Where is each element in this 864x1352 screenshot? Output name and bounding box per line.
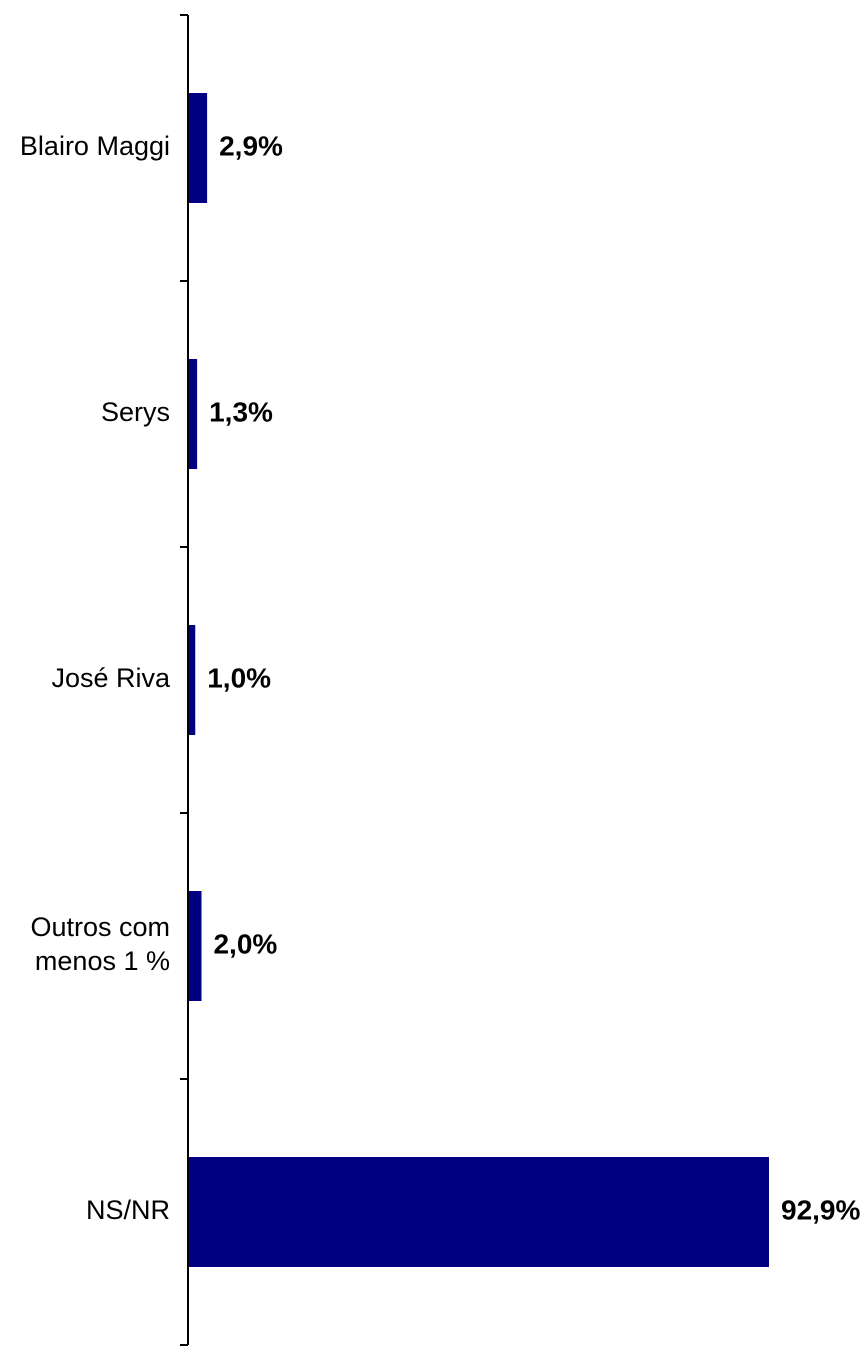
- category-label: José Riva: [51, 663, 171, 693]
- category-label-line: Outros com: [30, 912, 170, 942]
- category-label: NS/NR: [86, 1195, 170, 1225]
- bar: [189, 625, 196, 735]
- category-label: Serys: [101, 397, 170, 427]
- value-label: 92,9%: [781, 1194, 860, 1225]
- value-label: 1,3%: [209, 396, 273, 427]
- value-label: 2,9%: [219, 130, 283, 161]
- category-label-line: Serys: [101, 397, 170, 427]
- category-label-line: José Riva: [51, 663, 171, 693]
- category-label-line: Blairo Maggi: [20, 131, 170, 161]
- category-label-line: menos 1 %: [35, 946, 170, 976]
- bar: [189, 359, 198, 469]
- bar: [189, 891, 202, 1001]
- value-label: 2,0%: [213, 928, 277, 959]
- value-label: 1,0%: [207, 662, 271, 693]
- category-label: Outros com menos 1 %: [30, 912, 170, 976]
- category-label: Blairo Maggi: [20, 131, 170, 161]
- category-axis: [180, 14, 189, 1346]
- category-label-line: NS/NR: [86, 1195, 170, 1225]
- bars: [189, 93, 769, 1267]
- bar: [189, 1157, 769, 1267]
- value-labels: 2,9% 1,3% 1,0% 2,0% 92,9%: [207, 130, 860, 1225]
- category-labels: Blairo Maggi Serys José Riva Outros com meno…: [20, 131, 171, 1225]
- bar: [189, 93, 208, 203]
